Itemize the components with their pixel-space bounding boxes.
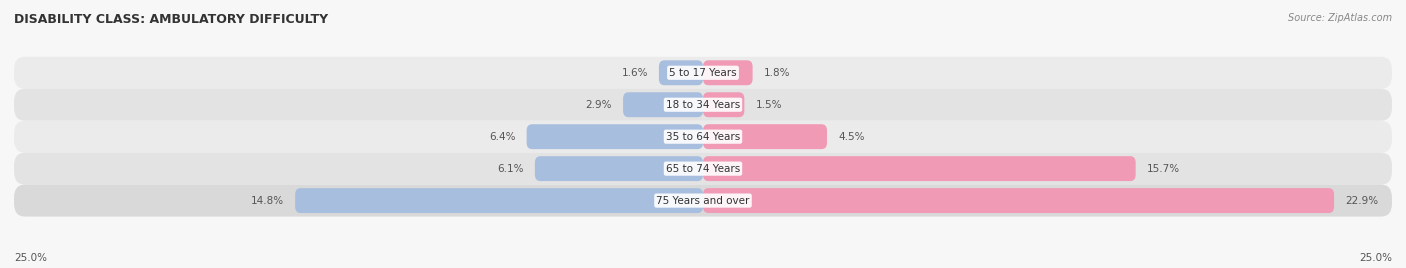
Text: 35 to 64 Years: 35 to 64 Years	[666, 132, 740, 142]
Text: 22.9%: 22.9%	[1346, 196, 1378, 206]
FancyBboxPatch shape	[14, 185, 1392, 217]
FancyBboxPatch shape	[623, 92, 703, 117]
Text: 2.9%: 2.9%	[585, 100, 612, 110]
Text: 6.1%: 6.1%	[498, 164, 524, 174]
FancyBboxPatch shape	[703, 188, 1334, 213]
FancyBboxPatch shape	[703, 92, 744, 117]
FancyBboxPatch shape	[659, 60, 703, 85]
Text: 1.5%: 1.5%	[755, 100, 782, 110]
FancyBboxPatch shape	[14, 153, 1392, 185]
Text: 65 to 74 Years: 65 to 74 Years	[666, 164, 740, 174]
FancyBboxPatch shape	[527, 124, 703, 149]
FancyBboxPatch shape	[295, 188, 703, 213]
Text: Source: ZipAtlas.com: Source: ZipAtlas.com	[1288, 13, 1392, 23]
Text: DISABILITY CLASS: AMBULATORY DIFFICULTY: DISABILITY CLASS: AMBULATORY DIFFICULTY	[14, 13, 328, 27]
FancyBboxPatch shape	[703, 124, 827, 149]
Text: 14.8%: 14.8%	[252, 196, 284, 206]
Text: 1.6%: 1.6%	[621, 68, 648, 78]
FancyBboxPatch shape	[14, 57, 1392, 89]
Text: 1.8%: 1.8%	[763, 68, 790, 78]
Text: 15.7%: 15.7%	[1147, 164, 1180, 174]
FancyBboxPatch shape	[703, 156, 1136, 181]
FancyBboxPatch shape	[703, 60, 752, 85]
Text: 6.4%: 6.4%	[489, 132, 516, 142]
Text: 4.5%: 4.5%	[838, 132, 865, 142]
Text: 25.0%: 25.0%	[14, 253, 46, 263]
FancyBboxPatch shape	[14, 121, 1392, 153]
Text: 18 to 34 Years: 18 to 34 Years	[666, 100, 740, 110]
Text: 25.0%: 25.0%	[1360, 253, 1392, 263]
FancyBboxPatch shape	[14, 89, 1392, 121]
Text: 5 to 17 Years: 5 to 17 Years	[669, 68, 737, 78]
FancyBboxPatch shape	[534, 156, 703, 181]
Text: 75 Years and over: 75 Years and over	[657, 196, 749, 206]
